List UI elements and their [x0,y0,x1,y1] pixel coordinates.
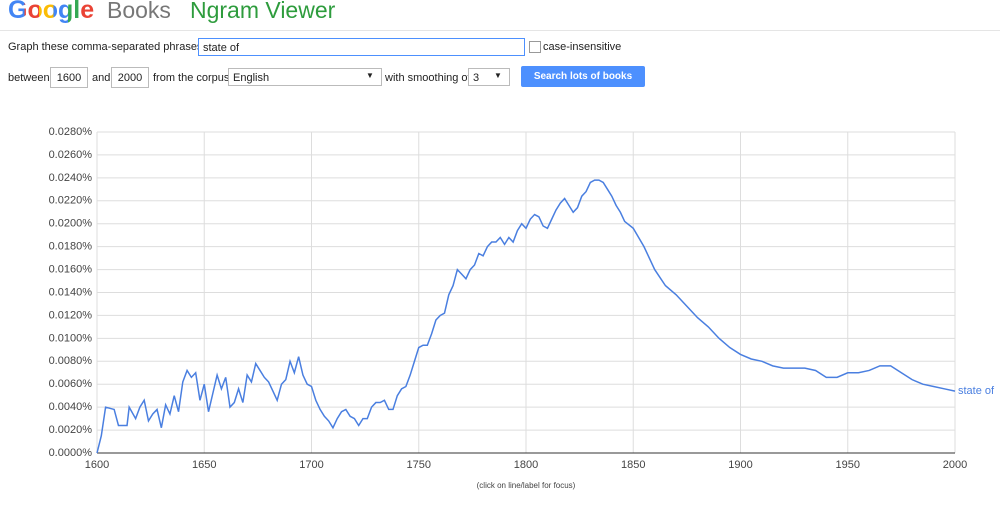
logo-books: Books [107,0,171,23]
app-title: Ngram Viewer [190,0,336,23]
divider [0,30,1000,31]
and-label: and [92,72,111,84]
search-button[interactable]: Search lots of books [521,66,645,87]
dropdown-arrow: ▼ [366,71,374,80]
series-line [96,179,956,454]
y-tick-label: 0.0100% [49,332,93,344]
y-tick-label: 0.0260% [49,149,93,161]
x-tick-label: 1850 [621,459,645,471]
x-tick-label: 2000 [943,459,967,471]
smoothing-label: with smoothing of [385,72,471,84]
smoothing-select[interactable]: 3 [468,68,510,86]
y-tick-label: 0.0280% [49,126,93,138]
y-tick-label: 0.0140% [49,286,93,298]
corpus-label: from the corpus [153,72,230,84]
y-tick-label: 0.0200% [49,218,93,230]
phrases-label: Graph these comma-separated phrases: [8,41,206,53]
checkbox-label[interactable]: case-insensitive [543,41,622,53]
x-tick-label: 1950 [836,459,860,471]
y-tick-label: 0.0240% [49,172,93,184]
dropdown-arrow: ▼ [494,71,502,80]
x-tick-label: 1900 [728,459,752,471]
x-tick-label: 1750 [407,459,431,471]
x-tick-label: 1650 [192,459,216,471]
x-tick-label: 1600 [85,459,109,471]
end-year-input[interactable]: 2000 [111,67,149,88]
x-tick-label: 1800 [514,459,538,471]
start-year-input[interactable]: 1600 [50,67,88,88]
phrases-input[interactable]: state of [198,38,525,56]
y-tick-label: 0.0060% [49,378,93,390]
chart-note: (click on line/label for focus) [477,481,576,490]
y-tick-label: 0.0220% [49,195,93,207]
logo[interactable]: Google [8,0,94,25]
y-tick-label: 0.0160% [49,263,93,275]
between-label: between [8,72,50,84]
y-tick-label: 0.0040% [49,401,93,413]
x-tick-label: 1700 [299,459,323,471]
y-tick-label: 0.0120% [49,309,93,321]
chart: (click on line/label for focus) 0.0000% 0… [49,126,995,490]
checkbox[interactable] [529,41,541,53]
corpus-select[interactable]: English [228,68,382,86]
y-tick-label: 0.0020% [49,424,93,436]
y-tick-label: 0.0000% [49,447,93,459]
y-tick-label: 0.0080% [49,355,93,367]
series-label: state of [958,385,995,397]
y-tick-label: 0.0180% [49,241,93,253]
